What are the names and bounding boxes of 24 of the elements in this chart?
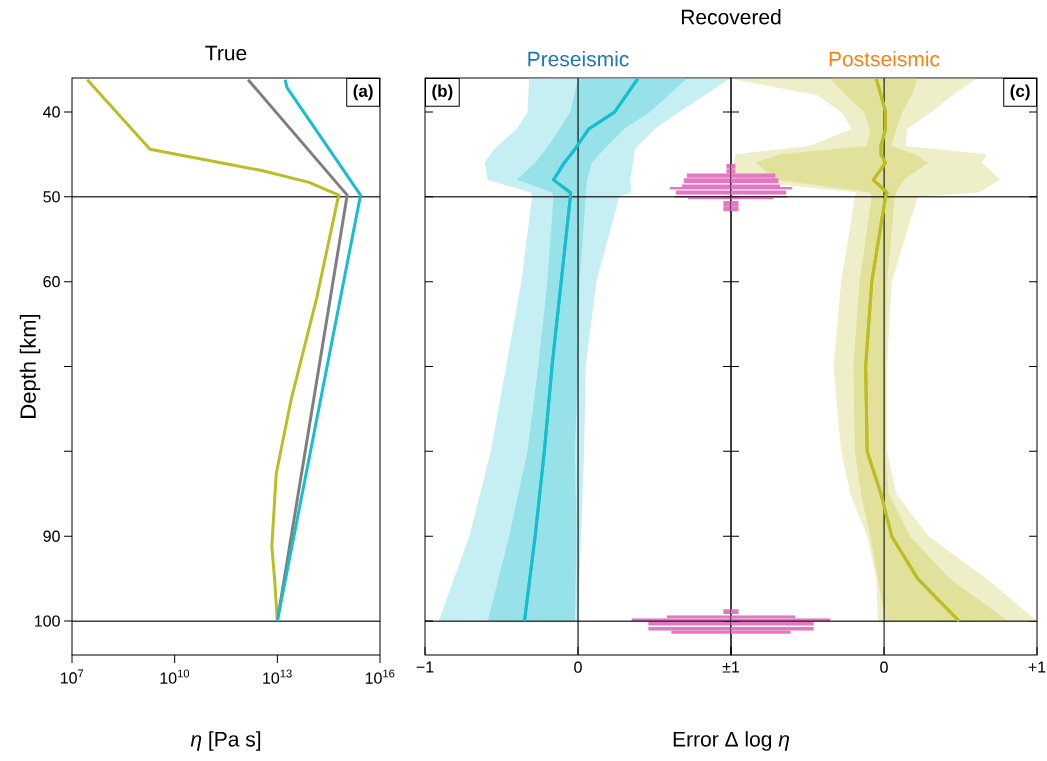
x-tick-label: 10$^{13}$ bbox=[263, 669, 292, 684]
y-tick-label: 60 bbox=[43, 275, 60, 288]
x-axis-title: Error Δ log η bbox=[673, 731, 790, 751]
x-tick-label: +1 bbox=[1028, 661, 1046, 673]
y-tick-label: 50 bbox=[43, 191, 60, 203]
x-axis-title: η [Pa s] bbox=[190, 731, 261, 751]
y-tick-label: 40 bbox=[43, 106, 60, 118]
y-axis-title: Depth [km] bbox=[19, 314, 41, 418]
x-tick-label: 10$^{16}$ bbox=[365, 669, 395, 684]
annotation: (b) bbox=[432, 84, 453, 101]
x-tick-label: ±1 bbox=[722, 661, 740, 673]
x-tick-label: 0 bbox=[880, 661, 888, 673]
x-tick-label: 10$^{7}$ bbox=[60, 669, 84, 684]
chart-subtitle: Postseismic bbox=[829, 51, 940, 67]
chart-subtitle: Preseismic bbox=[528, 51, 629, 67]
chart-title: True bbox=[205, 45, 247, 61]
y-tick-label: 100 bbox=[35, 615, 60, 627]
y-tick-label: 90 bbox=[43, 530, 60, 542]
x-tick-label: 0 bbox=[574, 661, 582, 673]
annotation: (a) bbox=[353, 84, 373, 101]
x-tick-label: 10$^{10}$ bbox=[160, 669, 190, 684]
x-tick-label: −1 bbox=[416, 661, 434, 673]
annotation: (c) bbox=[1010, 84, 1030, 101]
chart-title: Recovered bbox=[681, 9, 781, 25]
